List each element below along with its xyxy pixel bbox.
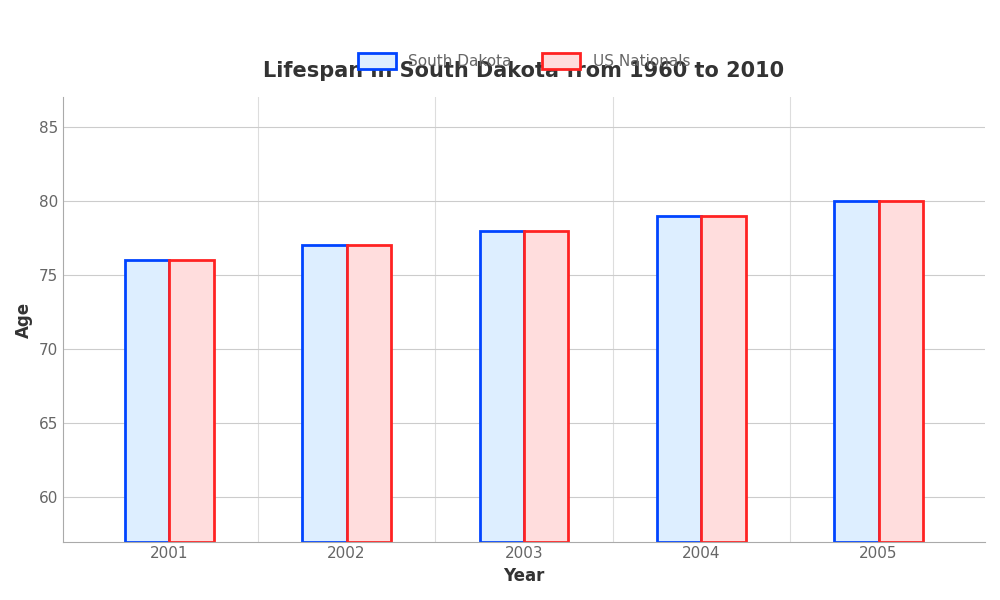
Bar <box>480 230 524 542</box>
Bar <box>302 245 347 542</box>
Bar <box>834 201 879 542</box>
X-axis label: Year: Year <box>503 567 545 585</box>
Bar <box>524 230 568 542</box>
Legend: South Dakota, US Nationals: South Dakota, US Nationals <box>352 47 696 76</box>
Bar <box>879 201 923 542</box>
Bar <box>347 245 391 542</box>
Bar <box>701 216 746 542</box>
Bar <box>657 216 701 542</box>
Y-axis label: Age: Age <box>15 301 33 338</box>
Bar <box>125 260 169 542</box>
Bar <box>169 260 214 542</box>
Title: Lifespan in South Dakota from 1960 to 2010: Lifespan in South Dakota from 1960 to 20… <box>263 61 784 80</box>
